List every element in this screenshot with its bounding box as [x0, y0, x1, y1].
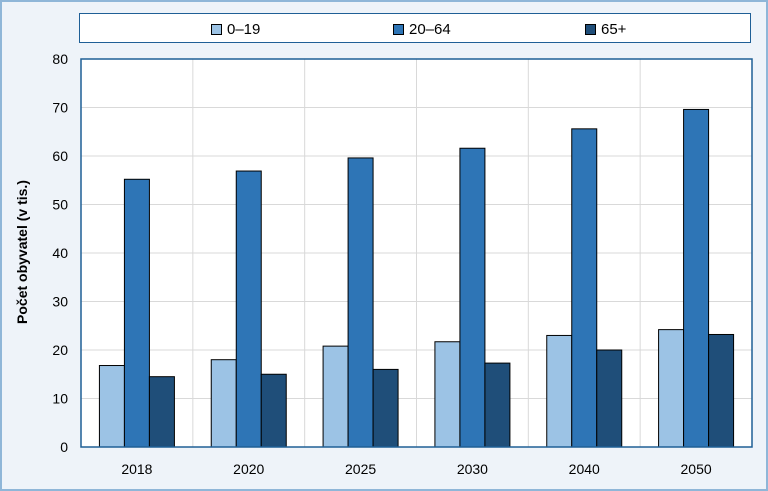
bar-0–19-2040 [546, 334, 573, 448]
plot-border [80, 58, 753, 448]
x-tick-label: 2025 [345, 461, 376, 477]
legend-swatch-0-19 [211, 23, 222, 35]
bar-65+-2018 [148, 376, 175, 448]
bar-0–19-2020 [210, 359, 237, 448]
legend-label-20-64: 20–64 [409, 20, 451, 38]
bar-0–19-2030 [434, 341, 461, 448]
y-tick-label: 50 [52, 197, 68, 213]
bar-0–19-2025 [322, 345, 349, 448]
bar-65+-2025 [372, 368, 399, 448]
legend-item-0-19: 0–19 [211, 14, 260, 44]
x-tick-label: 2040 [569, 461, 600, 477]
bar-65+-2040 [596, 349, 623, 448]
x-tick-label: 2050 [681, 461, 712, 477]
y-axis-label: Počet obyvatel (v tis.) [14, 180, 30, 324]
bar-20–64-2040 [571, 128, 598, 448]
y-tick-label: 70 [52, 100, 68, 116]
legend-item-20-64: 20–64 [393, 14, 451, 44]
bar-65+-2030 [484, 362, 511, 448]
legend-swatch-65plus [585, 23, 596, 35]
bar-65+-2020 [260, 373, 287, 448]
y-tick-label: 80 [52, 51, 68, 67]
legend-label-0-19: 0–19 [227, 20, 261, 38]
bar-0–19-2018 [98, 365, 125, 448]
y-tick-label: 10 [52, 391, 68, 407]
bar-20–64-2050 [683, 108, 710, 448]
bar-0–19-2050 [658, 329, 685, 448]
legend-item-65plus: 65+ [585, 14, 626, 44]
y-tick-label: 60 [52, 148, 68, 164]
bar-20–64-2018 [123, 178, 150, 448]
bar-20–64-2025 [347, 157, 374, 448]
bar-20–64-2020 [235, 170, 262, 448]
legend-swatch-20-64 [393, 23, 404, 35]
y-tick-label: 40 [52, 245, 68, 261]
x-tick-label: 2030 [457, 461, 488, 477]
bar-65+-2050 [708, 333, 735, 448]
legend-label-65plus: 65+ [601, 20, 627, 38]
y-tick-label: 20 [52, 342, 68, 358]
bar-20–64-2030 [459, 147, 486, 448]
y-tick-label: 30 [52, 294, 68, 310]
chart-legend: 0–19 20–64 65+ [79, 13, 751, 43]
y-tick-label: 0 [60, 439, 68, 455]
x-tick-label: 2020 [233, 461, 264, 477]
x-tick-label: 2018 [121, 461, 152, 477]
